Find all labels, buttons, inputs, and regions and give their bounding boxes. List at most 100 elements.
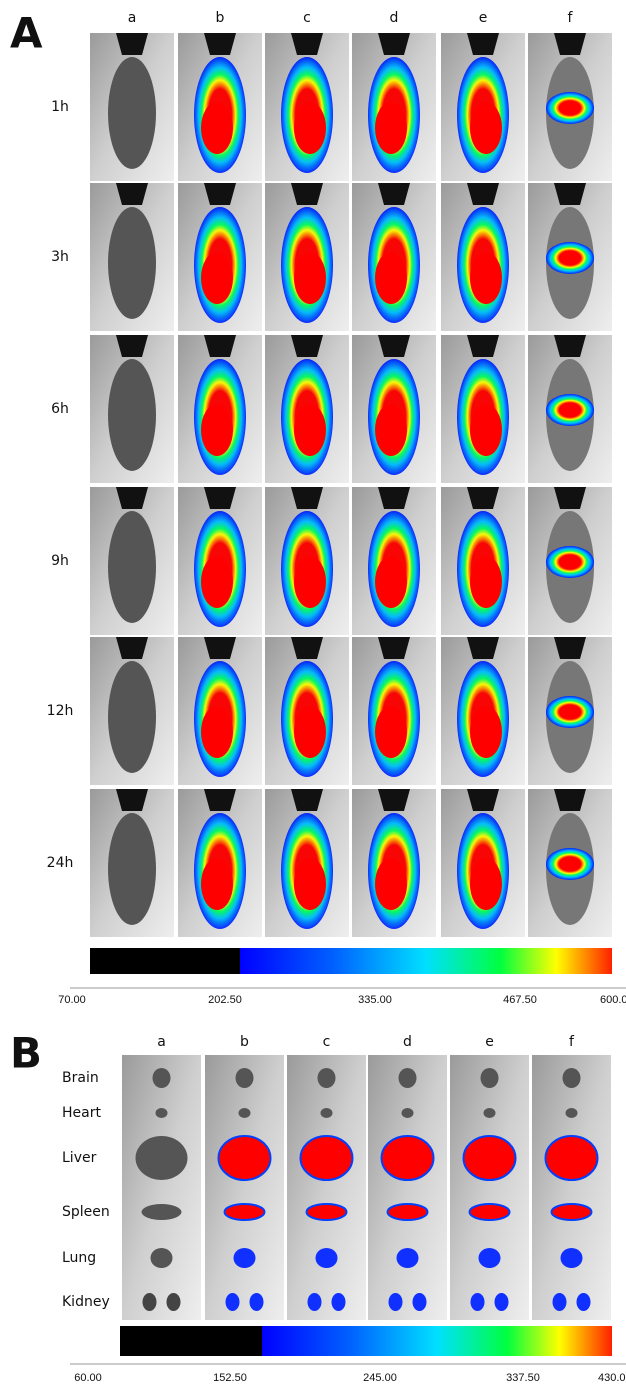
signal-core: [470, 858, 502, 910]
organ: [397, 1248, 419, 1268]
colorbar: [240, 948, 612, 974]
organ: [236, 1068, 254, 1088]
colorbar-tick-label: 467.50: [503, 994, 537, 1006]
organ: [464, 1136, 516, 1180]
signal-core: [294, 252, 326, 304]
organ: [142, 1204, 182, 1220]
column-label: b: [240, 1034, 249, 1050]
colorbar-tick-label: 202.50: [208, 994, 242, 1006]
signal-core: [470, 102, 502, 154]
organ: [219, 1136, 271, 1180]
colorbar: [262, 1326, 612, 1356]
organ: [226, 1293, 240, 1311]
mouse-body: [108, 359, 156, 471]
signal: [546, 92, 594, 124]
organ: [316, 1248, 338, 1268]
figure: A B abcdef1h3h6h9h12h24h70.00202.50335.0…: [0, 0, 626, 1390]
organ: [156, 1108, 168, 1118]
signal: [546, 394, 594, 426]
organ-label: Spleen: [62, 1204, 110, 1220]
organ: [566, 1108, 578, 1118]
signal-core: [201, 556, 233, 608]
signal-core: [375, 252, 407, 304]
organ: [553, 1293, 567, 1311]
colorbar-tick-label: 430.00: [598, 1372, 626, 1384]
organ: [471, 1293, 485, 1311]
organ: [153, 1068, 171, 1088]
column-label: e: [479, 10, 488, 26]
column-label: e: [485, 1034, 494, 1050]
organ-image: [287, 1055, 366, 1320]
column-label: b: [216, 10, 225, 26]
organ-image: [532, 1055, 611, 1320]
organ: [151, 1248, 173, 1268]
organ: [402, 1108, 414, 1118]
mouse-body: [108, 511, 156, 623]
signal-core: [470, 556, 502, 608]
signal-core: [375, 556, 407, 608]
organ-image: [368, 1055, 447, 1320]
signal-core: [294, 102, 326, 154]
row-label: 1h: [51, 99, 69, 115]
column-label: d: [390, 10, 399, 26]
organ: [136, 1136, 188, 1180]
signal-core: [375, 706, 407, 758]
signal: [546, 242, 594, 274]
signal: [546, 696, 594, 728]
signal-core: [375, 102, 407, 154]
colorbar-tick-label: 335.00: [358, 994, 392, 1006]
column-label: c: [323, 1034, 331, 1050]
column-label: f: [568, 10, 574, 26]
organ: [388, 1204, 428, 1220]
panel-label: A: [10, 9, 43, 58]
organ: [561, 1248, 583, 1268]
organ: [234, 1248, 256, 1268]
organ: [318, 1068, 336, 1088]
organ: [382, 1136, 434, 1180]
signal-core: [201, 252, 233, 304]
organ-label: Heart: [62, 1105, 101, 1121]
mouse-body: [108, 207, 156, 319]
organ-image: [450, 1055, 529, 1320]
organ: [307, 1204, 347, 1220]
signal-core: [201, 102, 233, 154]
organ-label: Lung: [62, 1250, 96, 1266]
colorbar-black: [90, 948, 240, 974]
organ: [239, 1108, 251, 1118]
organ: [563, 1068, 581, 1088]
organ: [546, 1136, 598, 1180]
organ: [167, 1293, 181, 1311]
row-label: 12h: [47, 703, 74, 719]
signal-core: [294, 404, 326, 456]
colorbar-tick-label: 245.00: [363, 1372, 397, 1384]
row-label: 3h: [51, 249, 69, 265]
organ: [389, 1293, 403, 1311]
organ: [399, 1068, 417, 1088]
organ: [332, 1293, 346, 1311]
column-label: c: [303, 10, 311, 26]
organ: [301, 1136, 353, 1180]
panel-label: B: [10, 1029, 42, 1078]
organ: [479, 1248, 501, 1268]
signal-core: [201, 706, 233, 758]
organ: [484, 1108, 496, 1118]
mouse-body: [108, 57, 156, 169]
organ-label: Kidney: [62, 1294, 110, 1310]
organ: [225, 1204, 265, 1220]
column-label: d: [403, 1034, 412, 1050]
organ: [470, 1204, 510, 1220]
organ: [308, 1293, 322, 1311]
signal-core: [470, 404, 502, 456]
column-label: a: [157, 1034, 166, 1050]
organ: [250, 1293, 264, 1311]
signal-core: [294, 858, 326, 910]
row-label: 6h: [51, 401, 69, 417]
organ-label: Liver: [62, 1150, 97, 1166]
colorbar-tick-label: 337.50: [506, 1372, 540, 1384]
signal-core: [294, 556, 326, 608]
row-label: 24h: [47, 855, 74, 871]
signal-core: [294, 706, 326, 758]
signal-core: [201, 404, 233, 456]
signal: [546, 546, 594, 578]
signal-core: [375, 404, 407, 456]
